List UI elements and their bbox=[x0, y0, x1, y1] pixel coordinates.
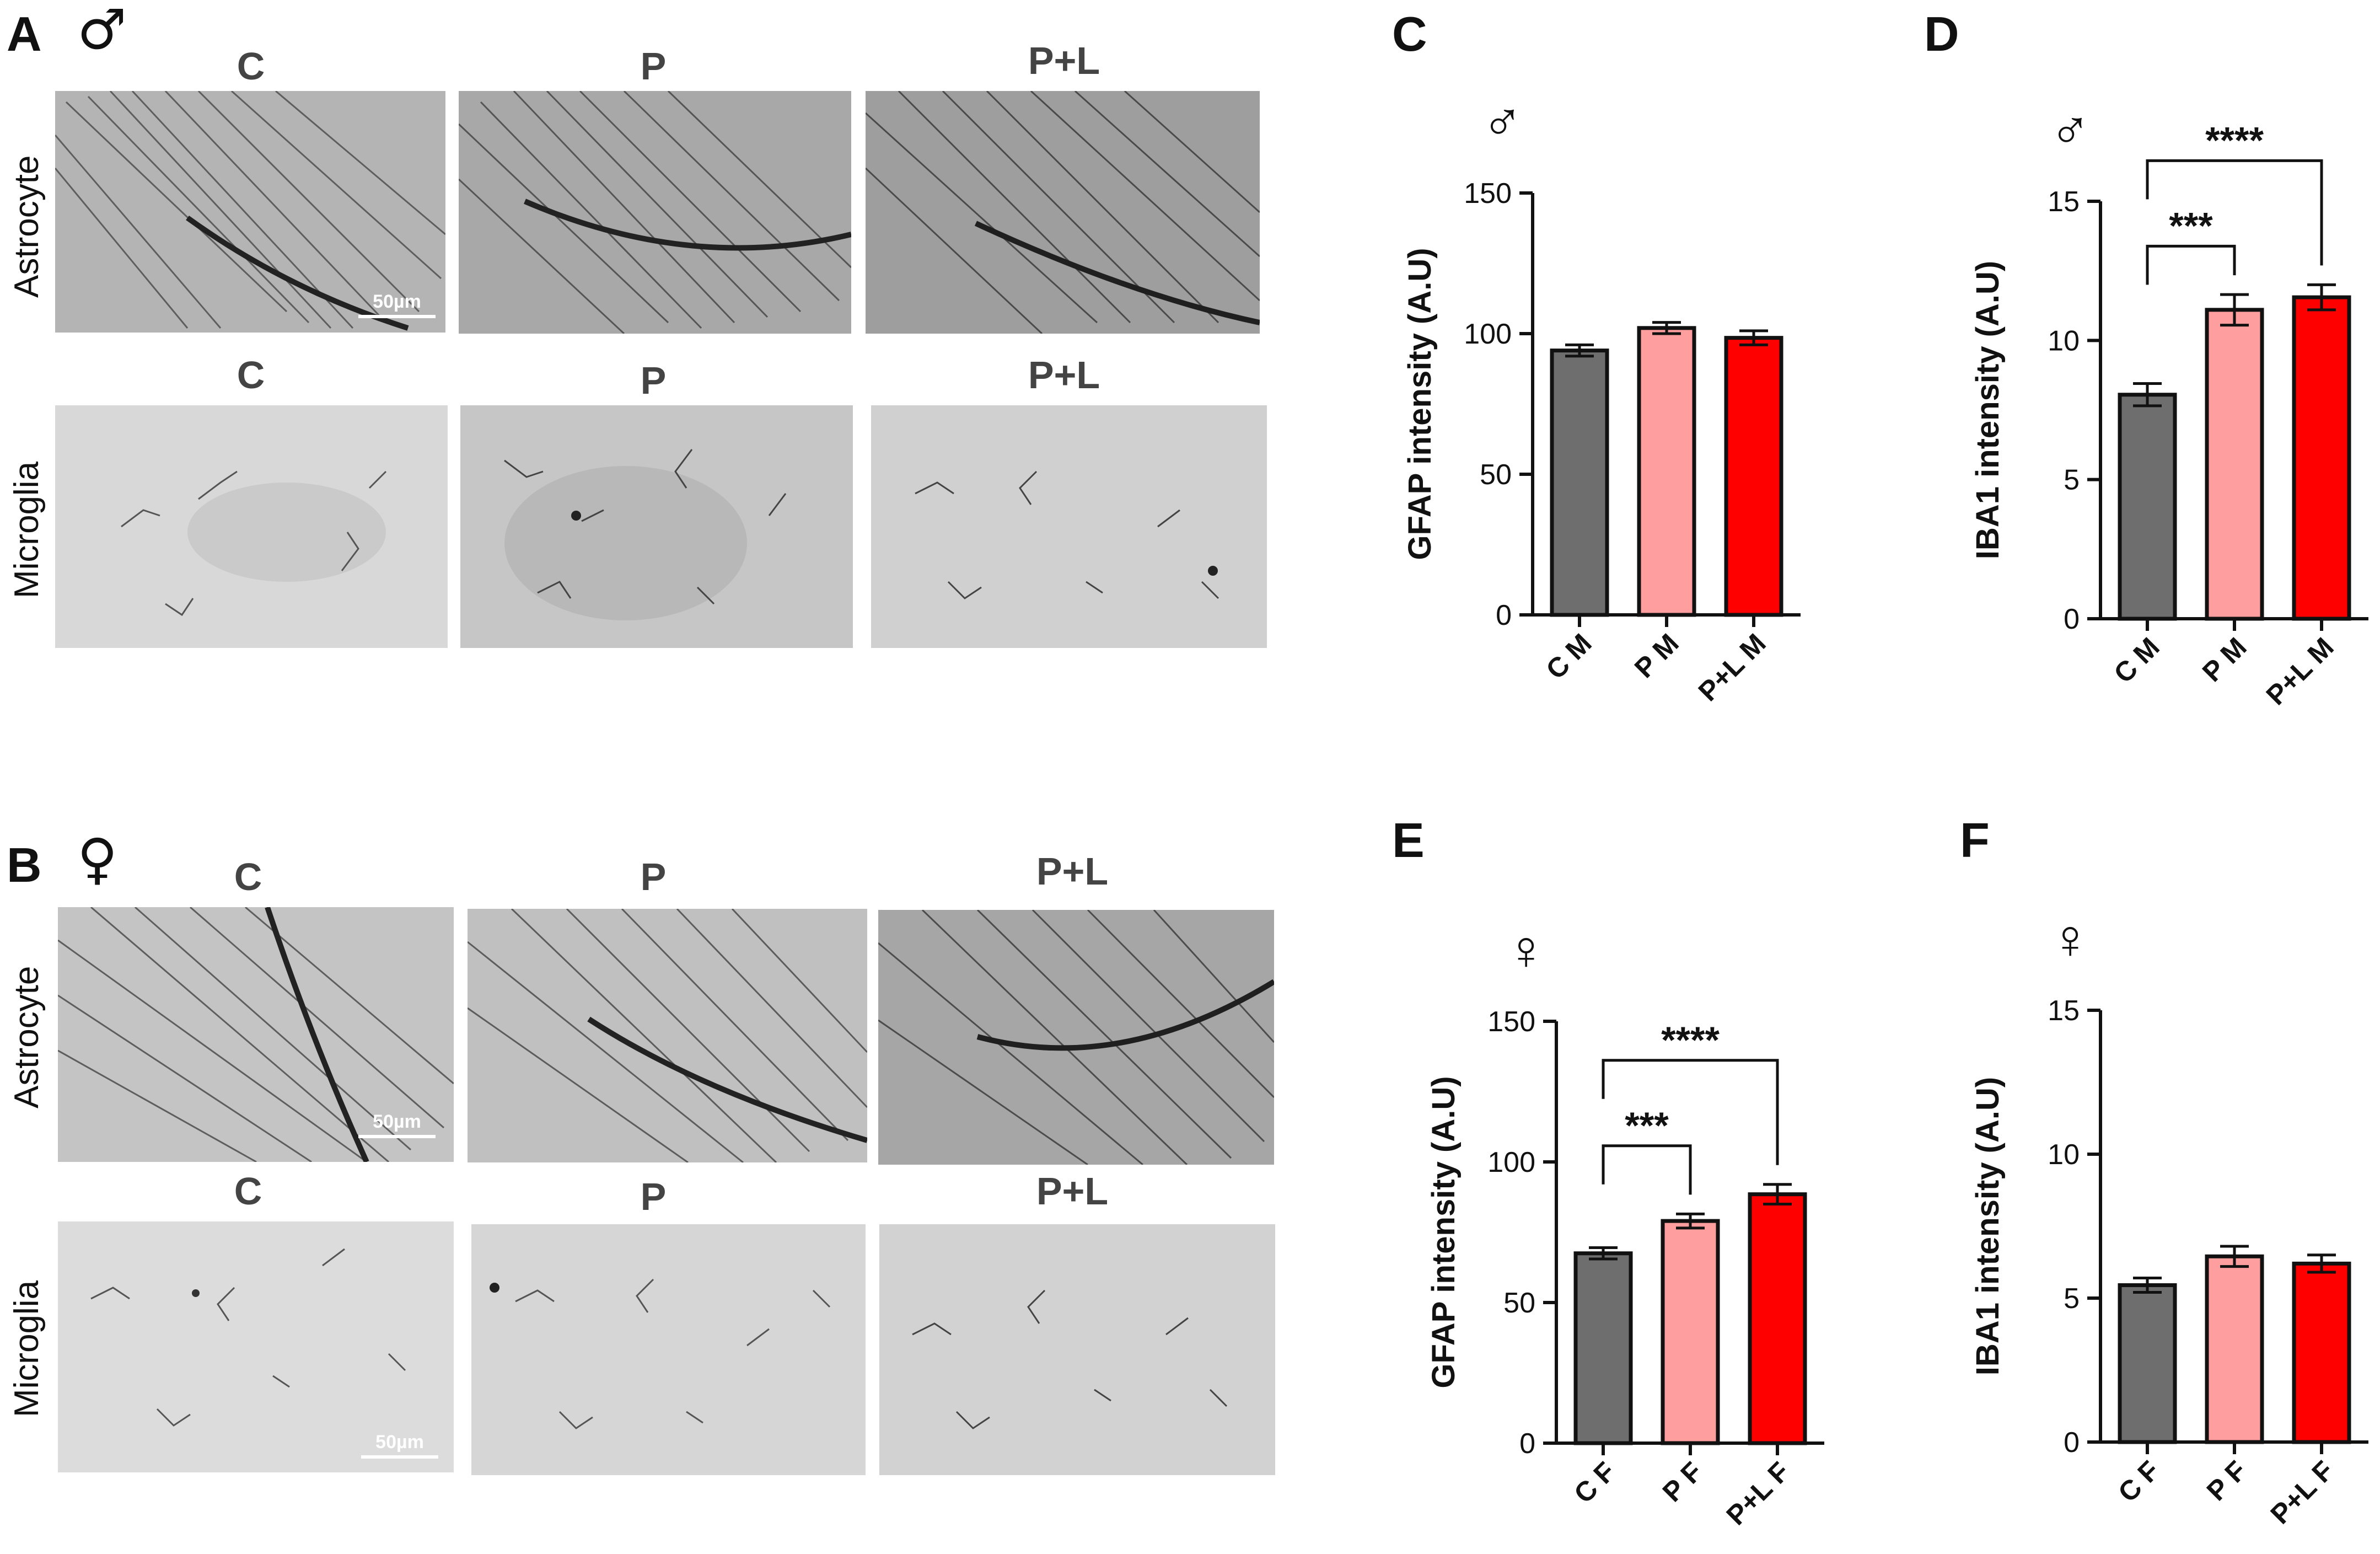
col-title-pl-3: P+L bbox=[1036, 850, 1109, 893]
error-bar-3 bbox=[1739, 329, 1768, 346]
female-symbol: ♀ bbox=[77, 827, 118, 891]
astrocyte-image-pl-b bbox=[878, 910, 1274, 1165]
male-symbol: ♂ bbox=[77, 0, 127, 62]
y-tick-label: 0 bbox=[2064, 603, 2080, 635]
astrocyte-image-p bbox=[459, 91, 851, 334]
bar-3 bbox=[1724, 336, 1783, 617]
y-axis-title: IBA1 intensity (A.U) bbox=[1970, 1077, 2006, 1375]
col-title-p-4: P bbox=[640, 1175, 667, 1218]
y-tick-label: 0 bbox=[2064, 1427, 2080, 1459]
x-tick-label: P+L F bbox=[2265, 1455, 2340, 1530]
microglia-image-c bbox=[55, 405, 448, 648]
panel-f-label: F bbox=[1960, 813, 1990, 867]
sex-symbol: ♂ bbox=[2050, 99, 2091, 161]
y-tick-label: 0 bbox=[1519, 1428, 1535, 1460]
col-title-pl-2: P+L bbox=[1028, 353, 1100, 396]
scale-bar-a-label: 50µm bbox=[373, 291, 421, 312]
col-title-pl: P+L bbox=[1028, 39, 1100, 82]
error-bar-2 bbox=[2220, 1245, 2249, 1268]
col-title-c-2: C bbox=[237, 353, 265, 396]
x-tick-label: P F bbox=[2201, 1455, 2253, 1507]
panel-b-label: B bbox=[7, 838, 42, 892]
significance-bracket bbox=[1602, 1059, 1779, 1165]
y-tick-label: 100 bbox=[1487, 1146, 1535, 1178]
y-axis-title: GFAP intensity (A.U) bbox=[1402, 248, 1438, 560]
y-tick-label: 10 bbox=[2048, 325, 2080, 357]
astrocyte-image-pl bbox=[866, 91, 1260, 334]
col-title-c-4: C bbox=[234, 1170, 262, 1213]
microglia-image-p-b bbox=[471, 1224, 866, 1475]
scale-bar-b-2: 50µm bbox=[361, 1432, 438, 1459]
error-bar-3 bbox=[1763, 1183, 1792, 1205]
error-bar-1 bbox=[1565, 343, 1594, 358]
y-tick-label: 50 bbox=[1503, 1287, 1535, 1319]
sex-symbol: ♀ bbox=[2050, 908, 2091, 970]
significance-label: *** bbox=[2169, 205, 2213, 247]
significance-label: **** bbox=[1661, 1019, 1720, 1061]
bar-2 bbox=[1637, 326, 1696, 617]
y-tick-label: 5 bbox=[2064, 1283, 2080, 1315]
scale-bar-b: 50µm bbox=[358, 1111, 436, 1138]
y-tick-label: 100 bbox=[1464, 318, 1512, 350]
y-tick-label: 50 bbox=[1480, 459, 1512, 491]
bar-1 bbox=[2118, 1283, 2177, 1444]
x-tick-label: C F bbox=[2112, 1455, 2166, 1508]
microglia-image-p bbox=[460, 405, 853, 648]
col-title-c: C bbox=[237, 45, 265, 88]
error-bar-1 bbox=[1589, 1246, 1618, 1261]
significance-bracket bbox=[2146, 159, 2323, 266]
bar-3 bbox=[1748, 1192, 1807, 1445]
microglia-image-pl bbox=[871, 405, 1267, 648]
panel-e-label: E bbox=[1392, 813, 1425, 867]
error-bar-2 bbox=[2220, 293, 2249, 327]
panel-a-label: A bbox=[7, 7, 42, 61]
bar-2 bbox=[2205, 1254, 2264, 1444]
error-bar-1 bbox=[2133, 382, 2162, 408]
bar-1 bbox=[2118, 393, 2177, 621]
y-tick-label: 0 bbox=[1496, 599, 1512, 631]
significance-label: **** bbox=[2205, 119, 2264, 161]
bar-3 bbox=[2292, 1261, 2351, 1444]
panel-c-label: C bbox=[1392, 7, 1427, 61]
scale-bar-b-2-label: 50µm bbox=[375, 1432, 424, 1453]
astrocyte-image-c-b bbox=[58, 907, 454, 1162]
panel-d-label: D bbox=[1924, 7, 1959, 61]
error-bar-1 bbox=[2133, 1276, 2162, 1294]
error-bar-2 bbox=[1652, 321, 1681, 335]
col-title-c-3: C bbox=[234, 855, 262, 898]
error-bar-2 bbox=[1676, 1212, 1705, 1230]
error-bar-3 bbox=[2307, 283, 2336, 312]
y-tick-label: 15 bbox=[2048, 995, 2080, 1027]
y-tick-label: 150 bbox=[1464, 178, 1512, 210]
y-axis-title: GFAP intensity (A.U) bbox=[1426, 1076, 1462, 1388]
y-axis-title: IBA1 intensity (A.U) bbox=[1970, 261, 2006, 559]
error-bar-3 bbox=[2307, 1253, 2336, 1274]
col-title-p-2: P bbox=[640, 359, 667, 402]
y-tick-label: 10 bbox=[2048, 1139, 2080, 1171]
col-title-p: P bbox=[640, 45, 667, 88]
y-tick-label: 5 bbox=[2064, 464, 2080, 496]
sex-symbol: ♀ bbox=[1506, 919, 1547, 981]
astrocyte-image-p-b bbox=[468, 909, 867, 1162]
bar-3 bbox=[2292, 295, 2351, 621]
scale-bar-b-label: 50µm bbox=[373, 1111, 421, 1132]
scale-bar-a: 50µm bbox=[358, 291, 436, 318]
col-title-p-3: P bbox=[640, 855, 667, 898]
significance-bracket bbox=[1602, 1144, 1692, 1195]
y-tick-label: 150 bbox=[1487, 1006, 1535, 1038]
y-tick-label: 15 bbox=[2048, 186, 2080, 218]
significance-label: *** bbox=[1625, 1105, 1669, 1146]
significance-bracket bbox=[2146, 244, 2236, 285]
microglia-image-pl-b bbox=[879, 1224, 1275, 1475]
sex-symbol: ♂ bbox=[1482, 91, 1523, 153]
col-title-pl-4: P+L bbox=[1036, 1170, 1109, 1213]
microglia-image-c-b bbox=[58, 1221, 454, 1472]
